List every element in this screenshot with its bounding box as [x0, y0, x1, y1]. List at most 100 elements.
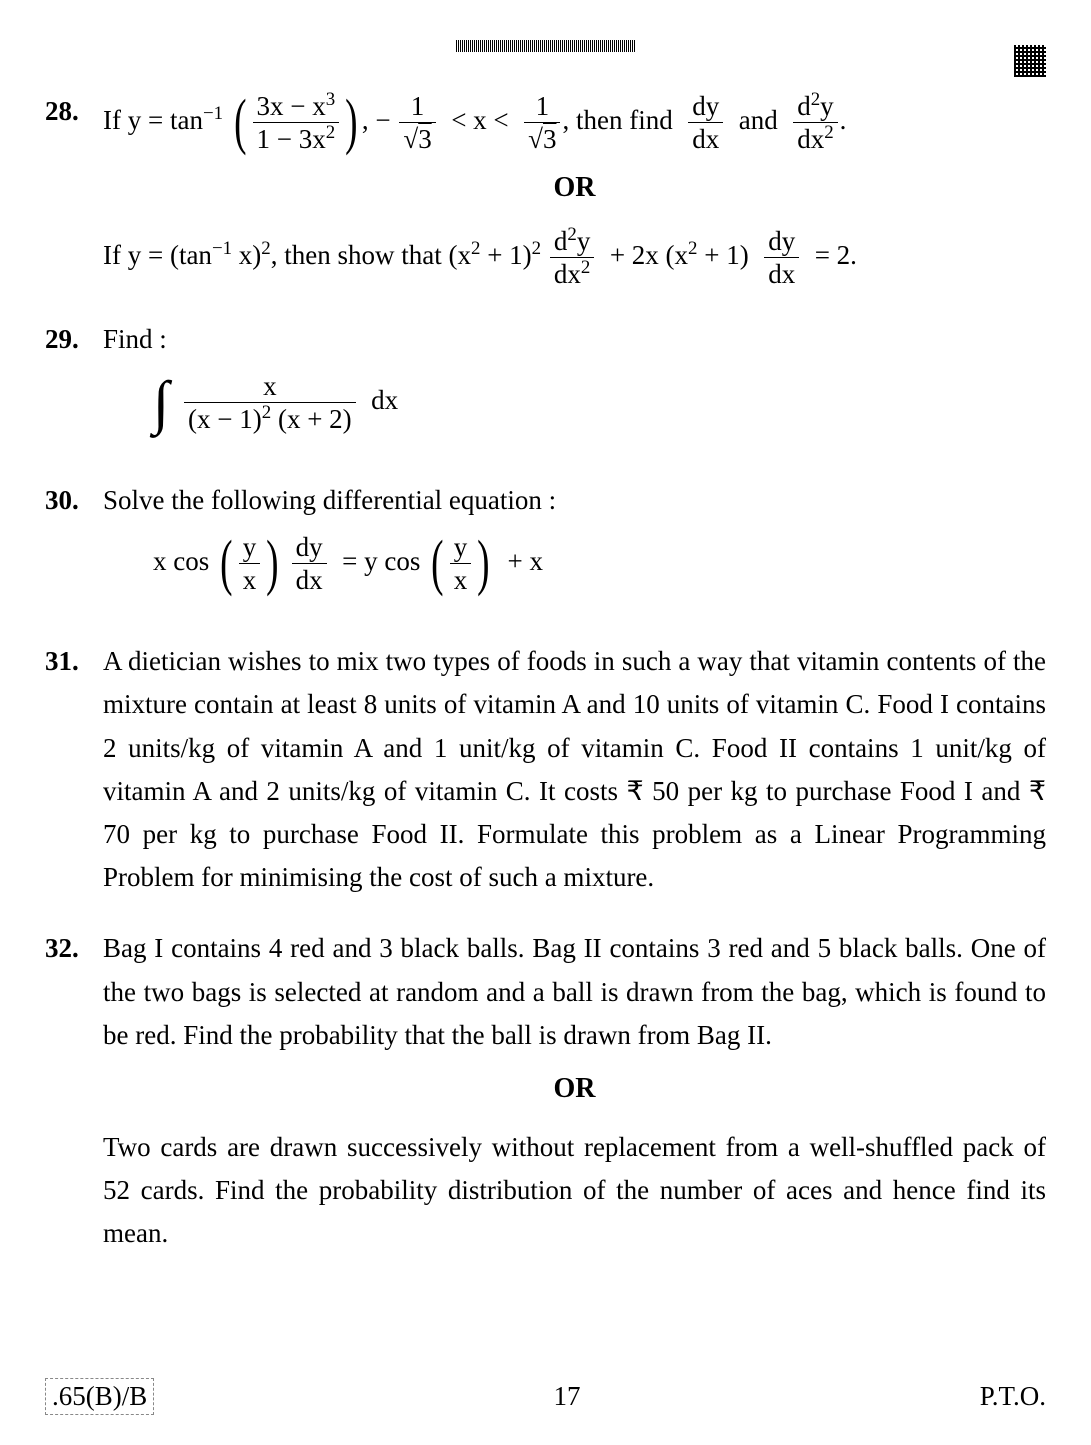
- radicand: 3: [543, 124, 557, 154]
- numerator: 3x − x: [257, 91, 326, 121]
- text: x): [232, 240, 261, 270]
- text: If y = tan: [103, 105, 203, 135]
- question-body: Bag I contains 4 red and 3 black balls. …: [103, 927, 1046, 1255]
- fraction: d2ydx2: [793, 90, 837, 156]
- question-30: 30. Solve the following differential equ…: [45, 479, 1046, 612]
- text: .: [840, 105, 847, 135]
- numerator: y: [239, 531, 261, 564]
- denominator: dx: [764, 258, 799, 290]
- left-paren-icon: (: [431, 539, 443, 589]
- q32-alt-text: Two cards are drawn successively without…: [103, 1126, 1046, 1256]
- text: < x <: [451, 105, 508, 135]
- fraction: dydx: [764, 225, 799, 291]
- or-divider: OR: [103, 1067, 1046, 1112]
- left-paren-icon: (: [220, 539, 232, 589]
- text: dx: [371, 385, 398, 415]
- paper-code: .65(B)/B: [45, 1378, 154, 1415]
- denominator: (x − 1)2 (x + 2): [184, 403, 356, 435]
- text: dx: [554, 259, 581, 289]
- fraction: d2ydx2: [550, 225, 594, 291]
- numerator: x: [184, 370, 356, 403]
- text: = 2.: [815, 240, 857, 270]
- text: (x − 1): [188, 404, 262, 434]
- question-body: Find : ∫ x (x − 1)2 (x + 2) dx: [103, 318, 1046, 451]
- question-body: Solve the following differential equatio…: [103, 479, 1046, 612]
- superscript: 2: [532, 238, 541, 259]
- question-body: A dietician wishes to mix two types of f…: [103, 640, 1046, 899]
- denominator: dx: [688, 123, 723, 155]
- q32-text: Bag I contains 4 red and 3 black balls. …: [103, 927, 1046, 1057]
- question-number: 28.: [45, 90, 103, 290]
- text: + x: [507, 546, 542, 576]
- q30-label: Solve the following differential equatio…: [103, 479, 1046, 522]
- question-number: 30.: [45, 479, 103, 612]
- text: , then find: [562, 105, 672, 135]
- fraction: 13: [399, 90, 435, 156]
- numerator: dy: [292, 531, 327, 564]
- qr-code-icon: [1014, 45, 1046, 77]
- numerator: dy: [688, 90, 723, 123]
- fraction: dydx: [688, 90, 723, 156]
- superscript: 2: [326, 122, 335, 143]
- question-number: 32.: [45, 927, 103, 1255]
- sqrt-icon: [403, 124, 418, 154]
- question-32: 32. Bag I contains 4 red and 3 black bal…: [45, 927, 1046, 1255]
- text: , then show that (x: [271, 240, 471, 270]
- fraction: yx: [450, 531, 472, 597]
- fraction: dydx: [292, 531, 327, 597]
- text: and: [739, 105, 778, 135]
- q28-alt-text: If y = (tan−1 x)2, then show that (x2 + …: [103, 240, 857, 270]
- denominator: x: [450, 564, 472, 596]
- radicand: 3: [418, 124, 432, 154]
- fraction: 13: [524, 90, 560, 156]
- q30-equation: x cos (yx) dydx = y cos (yx) + x: [153, 531, 1046, 597]
- fraction: x (x − 1)2 (x + 2): [184, 370, 356, 436]
- superscript: 2: [824, 122, 833, 143]
- sqrt-icon: [528, 124, 543, 154]
- question-body: If y = tan−1 (3x − x31 − 3x2), − 13 < x …: [103, 90, 1046, 290]
- text: = y cos: [342, 546, 420, 576]
- superscript: −1: [212, 238, 232, 259]
- question-31: 31. A dietician wishes to mix two types …: [45, 640, 1046, 899]
- fraction: yx: [239, 531, 261, 597]
- superscript: 2: [261, 238, 270, 259]
- or-divider: OR: [103, 166, 1046, 211]
- question-number: 31.: [45, 640, 103, 899]
- numerator: 1: [524, 90, 560, 123]
- page-footer: .65(B)/B 17 P.T.O.: [45, 1378, 1046, 1415]
- barcode-header: [456, 40, 636, 52]
- right-paren-icon: ): [266, 539, 278, 589]
- right-paren-icon: ): [345, 98, 357, 148]
- text: y: [577, 226, 591, 256]
- page-number: 17: [554, 1381, 581, 1412]
- text: + 1): [697, 240, 748, 270]
- text: , −: [362, 105, 391, 135]
- text: If y = (tan: [103, 240, 212, 270]
- text: x cos: [153, 546, 209, 576]
- superscript: 2: [811, 89, 820, 110]
- superscript: 2: [262, 402, 271, 423]
- text: (x + 2): [271, 404, 351, 434]
- denominator: x: [239, 564, 261, 596]
- numerator: dy: [764, 225, 799, 258]
- right-paren-icon: ): [477, 539, 489, 589]
- text: y: [820, 91, 834, 121]
- denominator: dx: [292, 564, 327, 596]
- left-paren-icon: (: [234, 98, 246, 148]
- text: dx: [797, 124, 824, 154]
- question-29: 29. Find : ∫ x (x − 1)2 (x + 2) dx: [45, 318, 1046, 451]
- q29-integral: ∫ x (x − 1)2 (x + 2) dx: [153, 370, 1046, 436]
- q29-label: Find :: [103, 318, 1046, 361]
- superscript: −1: [203, 103, 223, 124]
- question-number: 29.: [45, 318, 103, 451]
- text: d: [797, 91, 811, 121]
- q28-text: If y = tan−1 (3x − x31 − 3x2), − 13 < x …: [103, 105, 846, 135]
- pto-label: P.T.O.: [980, 1381, 1046, 1412]
- denominator: 1 − 3x: [257, 124, 326, 154]
- fraction: 3x − x31 − 3x2: [253, 90, 340, 156]
- text: + 1): [480, 240, 531, 270]
- text: d: [554, 226, 568, 256]
- superscript: 2: [567, 224, 576, 245]
- superscript: 3: [326, 89, 335, 110]
- numerator: y: [450, 531, 472, 564]
